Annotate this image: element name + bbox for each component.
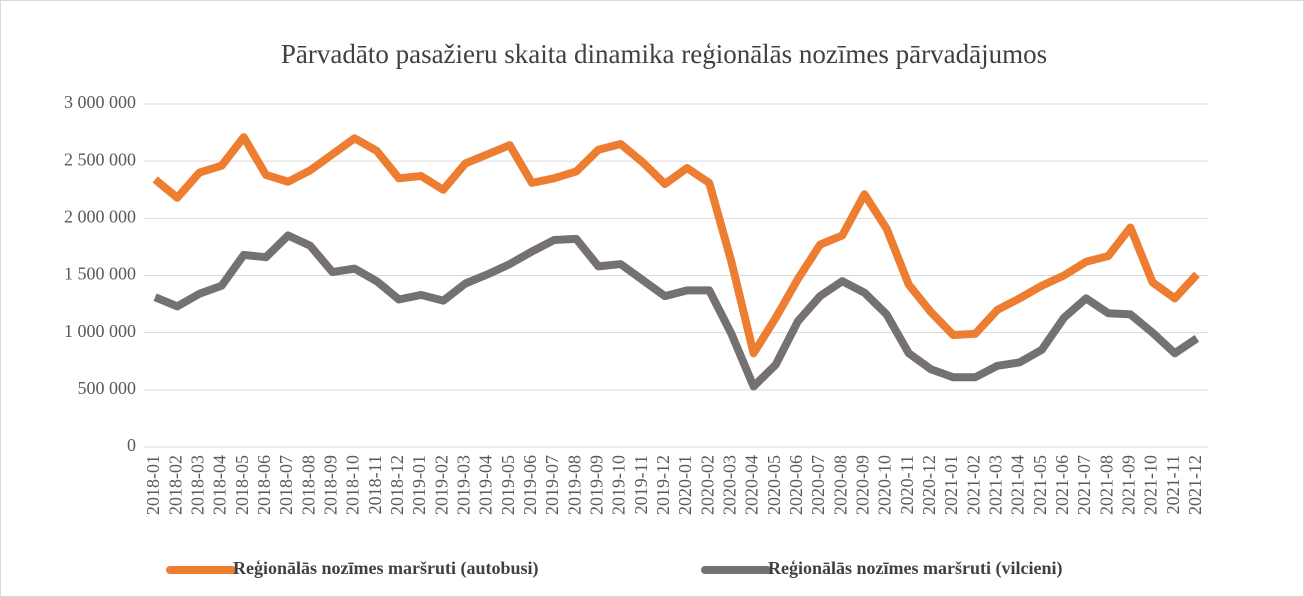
x-tick-label: 2020-10 — [875, 455, 895, 515]
x-tick-label: 2020-03 — [720, 455, 740, 515]
x-tick-label: 2019-07 — [542, 455, 562, 515]
x-tick-label: 2021-07 — [1074, 455, 1094, 515]
x-tick-label: 2021-08 — [1096, 455, 1116, 515]
x-tick-label: 2021-11 — [1163, 455, 1183, 514]
y-tick-label: 2 500 000 — [64, 149, 136, 169]
x-tick-label: 2019-03 — [454, 455, 474, 515]
x-tick-label: 2019-05 — [498, 455, 518, 515]
y-tick-label: 1 500 000 — [64, 264, 136, 284]
x-tick-label: 2020-09 — [853, 455, 873, 515]
y-tick-label: 3 000 000 — [64, 92, 136, 112]
x-tick-label: 2018-07 — [276, 455, 296, 515]
x-tick-label: 2018-10 — [343, 455, 363, 515]
x-tick-label: 2021-10 — [1141, 455, 1161, 515]
x-tick-label: 2019-10 — [609, 455, 629, 515]
chart-title: Pārvadāto pasažieru skaita dinamika reģi… — [281, 39, 1047, 69]
x-tick-label: 2018-01 — [143, 455, 163, 515]
x-tick-label: 2018-06 — [254, 455, 274, 515]
data-line — [153, 231, 1200, 391]
x-tick-label: 2019-02 — [431, 455, 451, 515]
x-tick-label: 2019-09 — [587, 455, 607, 515]
x-tick-label: 2018-05 — [232, 455, 252, 515]
x-tick-label: 2021-06 — [1052, 455, 1072, 515]
x-tick-label: 2020-08 — [830, 455, 850, 515]
x-tick-label: 2019-06 — [520, 455, 540, 515]
x-tick-label: 2020-05 — [764, 455, 784, 515]
x-tick-label: 2019-11 — [631, 455, 651, 514]
legend-label: Reģionālās nozīmes maršruti (vilcieni) — [768, 558, 1062, 579]
x-tick-label: 2020-07 — [808, 455, 828, 515]
x-tick-label: 2018-11 — [365, 455, 385, 514]
x-tick-label: 2018-08 — [298, 455, 318, 515]
x-tick-label: 2021-12 — [1185, 455, 1205, 515]
x-tick-label: 2019-08 — [564, 455, 584, 515]
x-tick-label: 2021-01 — [941, 455, 961, 515]
x-tick-label: 2021-05 — [1030, 455, 1050, 515]
x-tick-label: 2018-02 — [165, 455, 185, 515]
x-tick-label: 2021-02 — [963, 455, 983, 515]
x-tick-label: 2019-12 — [653, 455, 673, 515]
x-tick-label: 2021-03 — [986, 455, 1006, 515]
x-tick-label: 2020-06 — [786, 455, 806, 515]
x-tick-label: 2018-03 — [188, 455, 208, 515]
x-tick-label: 2018-09 — [321, 455, 341, 515]
x-tick-label: 2019-04 — [476, 455, 496, 515]
x-tick-label: 2020-02 — [697, 455, 717, 515]
x-tick-label: 2021-09 — [1119, 455, 1139, 515]
x-tick-label: 2020-01 — [675, 455, 695, 515]
y-tick-label: 1 000 000 — [64, 321, 136, 341]
y-tick-label: 2 000 000 — [64, 206, 136, 226]
y-tick-label: 500 000 — [78, 378, 137, 398]
x-tick-label: 2021-04 — [1008, 455, 1028, 515]
x-tick-label: 2018-12 — [387, 455, 407, 515]
x-tick-label: 2020-12 — [919, 455, 939, 515]
legend-label: Reģionālās nozīmes maršruti (autobusi) — [233, 558, 539, 579]
x-tick-label: 2020-11 — [897, 455, 917, 514]
x-tick-label: 2019-01 — [409, 455, 429, 515]
y-tick-label: 0 — [127, 435, 136, 455]
x-tick-label: 2020-04 — [742, 455, 762, 515]
data-line — [152, 133, 1200, 358]
x-tick-label: 2018-04 — [210, 455, 230, 515]
